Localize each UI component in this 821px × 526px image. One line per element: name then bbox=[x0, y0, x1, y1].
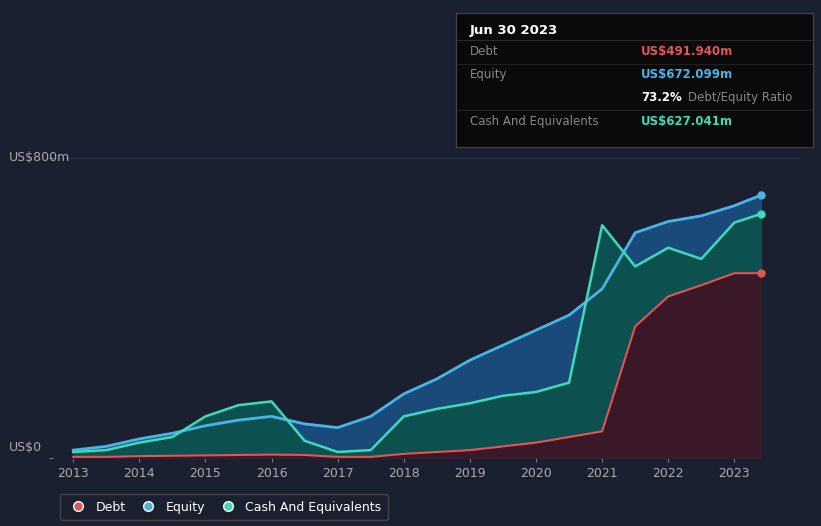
Text: US$672.099m: US$672.099m bbox=[641, 68, 733, 81]
Text: US$800m: US$800m bbox=[8, 151, 70, 164]
Legend: Debt, Equity, Cash And Equivalents: Debt, Equity, Cash And Equivalents bbox=[60, 494, 388, 520]
Text: US$627.041m: US$627.041m bbox=[641, 115, 733, 128]
Text: US$491.940m: US$491.940m bbox=[641, 45, 734, 58]
Text: Equity: Equity bbox=[470, 68, 507, 81]
Text: 73.2%: 73.2% bbox=[641, 91, 682, 104]
Text: Cash And Equivalents: Cash And Equivalents bbox=[470, 115, 599, 128]
Text: Jun 30 2023: Jun 30 2023 bbox=[470, 24, 558, 37]
Text: Debt: Debt bbox=[470, 45, 498, 58]
Text: Debt/Equity Ratio: Debt/Equity Ratio bbox=[688, 91, 792, 104]
Text: US$0: US$0 bbox=[8, 441, 42, 454]
